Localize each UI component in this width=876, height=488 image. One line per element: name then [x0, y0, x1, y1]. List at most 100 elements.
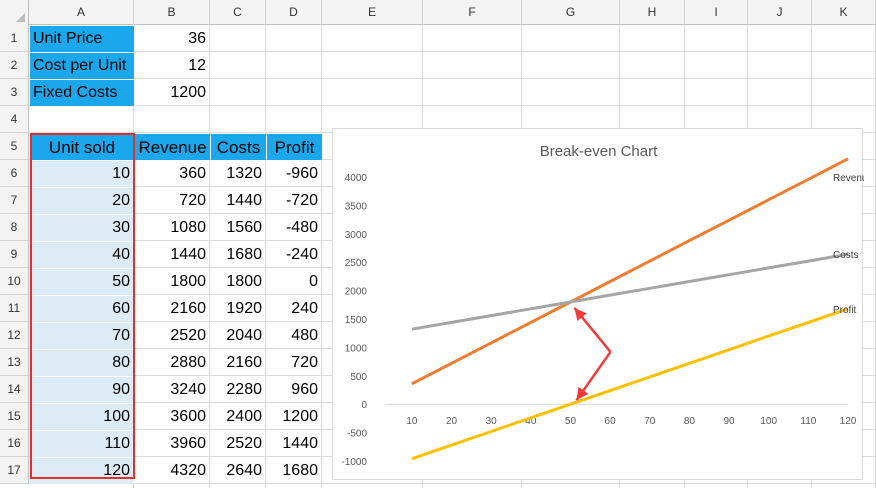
- row-header-9[interactable]: 9: [0, 241, 29, 268]
- costs-cell[interactable]: 1560: [226, 219, 262, 236]
- profit-cell[interactable]: 480: [291, 327, 318, 344]
- chart-plot: -1000 -500 0 500 1000 1500 2000 2500 3000 3500 400…: [341, 157, 864, 468]
- revenue-cell[interactable]: 360: [179, 165, 206, 182]
- series-line-revenue: [411, 157, 849, 386]
- fixed-costs-value[interactable]: 1200: [170, 84, 206, 101]
- column-header-b[interactable]: B: [134, 0, 210, 25]
- profit-cell[interactable]: 1200: [282, 408, 318, 425]
- revenue-cell[interactable]: 4320: [170, 462, 206, 479]
- unit-sold-cell[interactable]: 60: [30, 296, 134, 322]
- row-header-14[interactable]: 14: [0, 376, 29, 403]
- column-header-a[interactable]: A: [29, 0, 134, 25]
- row-header-2[interactable]: 2: [0, 52, 29, 79]
- row-header-4[interactable]: 4: [0, 106, 29, 133]
- series-line-costs: [411, 252, 849, 331]
- profit-cell[interactable]: 960: [291, 381, 318, 398]
- revenue-cell[interactable]: 1800: [170, 273, 206, 290]
- costs-cell[interactable]: 2640: [226, 462, 262, 479]
- profit-cell[interactable]: 720: [291, 354, 318, 371]
- row-header-1[interactable]: 1: [0, 25, 29, 52]
- row-header-16[interactable]: 16: [0, 430, 29, 457]
- unit-price-label[interactable]: Unit Price: [30, 26, 134, 52]
- x-tick-label: 60: [605, 416, 617, 427]
- unit-sold-cell[interactable]: 50: [30, 269, 134, 295]
- unit-sold-cell[interactable]: 10: [30, 161, 134, 187]
- profit-cell[interactable]: -720: [285, 192, 318, 209]
- unit-sold-cell[interactable]: 30: [30, 215, 134, 241]
- x-tick-label: 120: [840, 416, 857, 427]
- cost-per-unit-label[interactable]: Cost per Unit: [30, 53, 134, 79]
- header-unit-sold[interactable]: Unit sold: [30, 134, 134, 160]
- revenue-cell[interactable]: 2160: [170, 300, 206, 317]
- row-header-6[interactable]: 6: [0, 160, 29, 187]
- series-label-profit: Profit: [833, 305, 857, 316]
- cost-per-unit-value[interactable]: 12: [188, 57, 206, 74]
- row-header-5[interactable]: 5: [0, 133, 29, 160]
- profit-cell[interactable]: -240: [285, 246, 318, 263]
- unit-sold-cell[interactable]: 40: [30, 242, 134, 268]
- unit-sold-cell[interactable]: 110: [30, 431, 134, 457]
- costs-cell[interactable]: 1800: [226, 273, 262, 290]
- unit-sold-cell[interactable]: 20: [30, 188, 134, 214]
- column-header-c[interactable]: C: [210, 0, 266, 25]
- fixed-costs-label[interactable]: Fixed Costs: [30, 80, 134, 106]
- y-tick-label: 2500: [345, 258, 368, 269]
- row-header-11[interactable]: 11: [0, 295, 29, 322]
- revenue-cell[interactable]: 1440: [170, 246, 206, 263]
- column-header-e[interactable]: E: [322, 0, 423, 25]
- revenue-cell[interactable]: 2880: [170, 354, 206, 371]
- unit-sold-cell[interactable]: 90: [30, 377, 134, 403]
- grid-line: [321, 25, 322, 488]
- header-revenue[interactable]: Revenue: [135, 134, 210, 160]
- x-tick-label: 90: [723, 416, 735, 427]
- profit-cell[interactable]: -960: [285, 165, 318, 182]
- profit-cell[interactable]: 1680: [282, 462, 318, 479]
- revenue-cell[interactable]: 3600: [170, 408, 206, 425]
- revenue-cell[interactable]: 3240: [170, 381, 206, 398]
- unit-sold-cell[interactable]: 70: [30, 323, 134, 349]
- series-label-costs: Costs: [833, 250, 859, 261]
- profit-cell[interactable]: -480: [285, 219, 318, 236]
- revenue-cell[interactable]: 1080: [170, 219, 206, 236]
- row-header-13[interactable]: 13: [0, 349, 29, 376]
- column-header-h[interactable]: H: [620, 0, 685, 25]
- row-header-7[interactable]: 7: [0, 187, 29, 214]
- row-header-15[interactable]: 15: [0, 403, 29, 430]
- row-header-17[interactable]: 17: [0, 457, 29, 484]
- profit-cell[interactable]: 0: [309, 273, 318, 290]
- costs-cell[interactable]: 1920: [226, 300, 262, 317]
- unit-sold-cell[interactable]: 80: [30, 350, 134, 376]
- column-header-k[interactable]: K: [812, 0, 876, 25]
- costs-cell[interactable]: 2280: [226, 381, 262, 398]
- row-header-3[interactable]: 3: [0, 79, 29, 106]
- break-even-chart[interactable]: Break-even Chart -1000 -500 0 500 1000 1500 20…: [332, 128, 864, 480]
- column-header-f[interactable]: F: [423, 0, 522, 25]
- costs-cell[interactable]: 1440: [226, 192, 262, 209]
- select-all-corner[interactable]: [0, 0, 29, 25]
- row-header-8[interactable]: 8: [0, 214, 29, 241]
- costs-cell[interactable]: 2160: [226, 354, 262, 371]
- column-header-j[interactable]: J: [748, 0, 812, 25]
- header-costs[interactable]: Costs: [211, 134, 266, 160]
- column-header-i[interactable]: I: [685, 0, 748, 25]
- profit-cell[interactable]: 240: [291, 300, 318, 317]
- costs-cell[interactable]: 1320: [226, 165, 262, 182]
- series-line-profit: [411, 307, 849, 461]
- costs-cell[interactable]: 2400: [226, 408, 262, 425]
- costs-cell[interactable]: 2040: [226, 327, 262, 344]
- revenue-cell[interactable]: 720: [179, 192, 206, 209]
- unit-sold-cell[interactable]: 120: [30, 458, 134, 484]
- revenue-cell[interactable]: 3960: [170, 435, 206, 452]
- header-profit[interactable]: Profit: [267, 134, 322, 160]
- unit-price-value[interactable]: 36: [188, 30, 206, 47]
- costs-cell[interactable]: 1680: [226, 246, 262, 263]
- column-header-d[interactable]: D: [266, 0, 322, 25]
- row-header-10[interactable]: 10: [0, 268, 29, 295]
- costs-cell[interactable]: 2520: [226, 435, 262, 452]
- unit-sold-cell[interactable]: 100: [30, 404, 134, 430]
- profit-cell[interactable]: 1440: [282, 435, 318, 452]
- grid-line: [29, 105, 876, 106]
- row-header-12[interactable]: 12: [0, 322, 29, 349]
- revenue-cell[interactable]: 2520: [170, 327, 206, 344]
- column-header-g[interactable]: G: [522, 0, 620, 25]
